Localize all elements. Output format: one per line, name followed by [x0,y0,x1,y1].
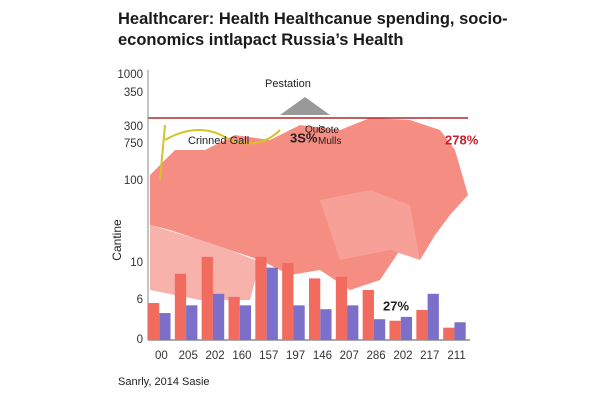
x-tick-label: 207 [340,350,359,362]
bar [212,293,225,340]
x-tick-label: 211 [447,350,465,362]
x-tick-label: 146 [313,350,332,362]
x-tick-label: 217 [420,350,439,362]
trend-line [159,124,281,181]
bar [373,319,386,340]
bar [266,267,278,340]
chart-title: economics intlapact Russia’s Health [118,31,403,49]
bar [255,256,267,340]
bar [148,303,160,340]
source: Sanrly, 2014 Sasie [118,376,210,388]
annotation: 278% [445,132,479,147]
bar [416,309,428,340]
x-tick-label: 197 [286,350,305,362]
y-tick-label: 750 [124,138,143,150]
x-tick-label: 00 [155,350,168,362]
y-tick-label: 100 [124,175,143,187]
annotation: Crinned Gall [188,135,249,147]
bar [400,316,413,340]
y-tick-label: 350 [124,87,143,99]
bar [201,256,213,340]
bar [174,273,187,340]
bar [427,293,439,340]
x-tick-label: 157 [259,350,278,362]
bar [362,289,374,340]
annotation: 3S% [290,130,318,145]
bar [282,263,294,340]
bar [293,305,305,340]
y-tick-label: 0 [137,334,143,346]
map-region [320,190,420,260]
x-tick-label: 205 [179,350,198,362]
x-tick-label: 202 [205,350,224,362]
y-tick-label: 1000 [117,69,143,81]
bar [454,322,466,340]
bar [186,305,198,340]
bar [239,305,252,340]
annotation: 27% [383,298,409,313]
bar [335,276,348,340]
annotation: Cote Mulls [318,125,341,147]
annotation: Pestation [265,78,311,90]
x-tick-label: 202 [393,350,412,362]
x-tick-label: 286 [366,350,385,362]
y-tick-label: 300 [124,121,143,133]
x-tick-label: 160 [232,350,251,362]
bar [320,309,332,340]
mountain-icon [280,97,330,115]
bar [389,320,401,340]
bar [347,305,359,340]
bar [443,327,455,340]
bar [228,296,240,340]
bar [159,313,171,340]
y-tick-label: 6 [137,294,143,306]
y-axis-label: Cantine [110,219,124,261]
y-tick-label: 10 [130,257,143,269]
annotation: Quis [305,125,326,136]
bar [309,278,321,340]
chart-title: Healthcarer: Health Healthcanue spending… [118,10,508,28]
